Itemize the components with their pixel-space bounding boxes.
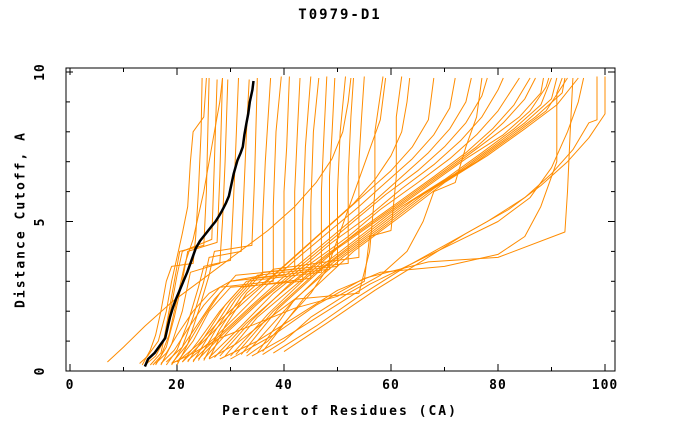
series-model-23 [181, 77, 435, 363]
series-best-model [143, 80, 255, 367]
x-tick-label: 80 [489, 378, 507, 393]
series-model-25 [192, 77, 472, 361]
series-model-38 [107, 77, 352, 363]
series-model-39 [230, 77, 574, 360]
x-tick-label: 60 [382, 378, 400, 393]
series-model-33 [235, 77, 552, 355]
x-tick-label: 100 [591, 378, 619, 393]
series-model-27 [203, 77, 504, 360]
series-model-40 [219, 77, 563, 360]
x-tick-label: 0 [65, 378, 75, 393]
series-model-46 [262, 77, 483, 356]
series-model-03 [149, 79, 218, 366]
y-tick-label: 0 [33, 366, 48, 376]
y-tick-label: 10 [33, 63, 48, 81]
series-model-45 [171, 76, 403, 364]
series-model-09 [176, 77, 258, 366]
series-model-01 [141, 77, 203, 366]
series-model-34 [240, 77, 558, 355]
series-model-14 [171, 77, 301, 364]
y-tick-label: 5 [33, 217, 48, 226]
series-model-41 [251, 77, 585, 357]
series-model-28 [208, 77, 520, 358]
series-model-42 [273, 76, 598, 354]
series-model-22 [176, 77, 411, 363]
series-model-26 [198, 77, 488, 360]
series-model-05 [160, 79, 229, 366]
series-model-43 [283, 76, 606, 353]
series-model-24 [187, 77, 456, 361]
x-tick-label: 20 [168, 378, 186, 393]
series-model-04 [155, 77, 223, 366]
x-tick-label: 40 [275, 378, 293, 393]
x-axis-label: Percent of Residues (CA) [222, 404, 458, 419]
series-model-47 [246, 77, 387, 357]
series-model-37 [262, 77, 579, 352]
y-axis-label: Distance Cutoff, A [13, 131, 29, 308]
series-model-02 [144, 77, 210, 366]
plot-frame [65, 67, 616, 372]
chart-title: T0979-D1 [298, 7, 382, 23]
series-model-10 [152, 77, 223, 366]
series-model-30 [219, 77, 536, 357]
series-model-32 [230, 77, 550, 357]
series-model-08 [171, 79, 250, 366]
series-model-16 [181, 77, 320, 363]
series-model-44 [208, 76, 384, 360]
series-model-12 [160, 76, 282, 364]
series-model-35 [246, 77, 566, 354]
series-model-31 [224, 77, 544, 357]
series-model-36 [256, 77, 568, 354]
series-model-06 [139, 77, 207, 364]
